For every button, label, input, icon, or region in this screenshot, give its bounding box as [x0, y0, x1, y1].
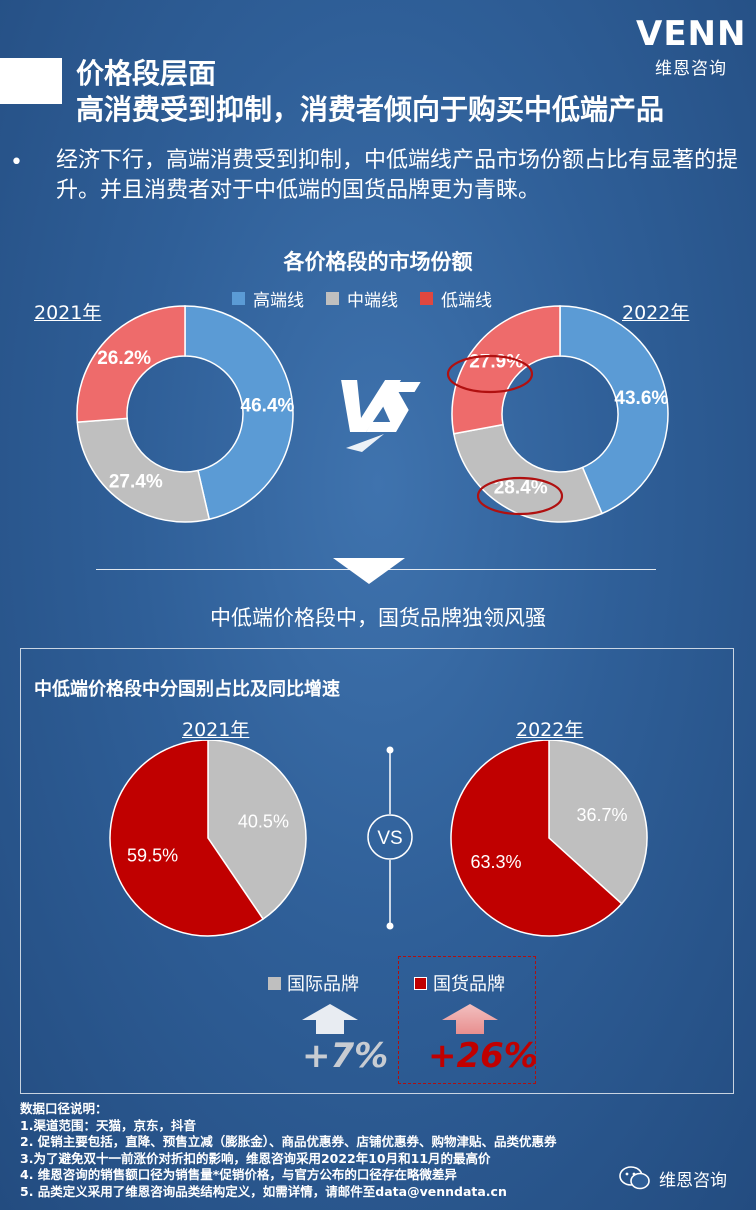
pie-charts-svg: 40.5% 59.5% 36.7% 63.3% VS [109, 740, 648, 937]
pie-year-2021: 2021年 [182, 719, 250, 741]
slice-3-1 [450, 740, 623, 937]
legend-swatch-low [420, 292, 433, 305]
divider-arrow-icon [333, 558, 405, 584]
pie-chart-2021: 40.5% 59.5% [109, 740, 307, 937]
vs-emblem: VS [341, 380, 421, 452]
slice-label-1-0: 43.6% [614, 388, 668, 409]
slice-label-2-1: 59.5% [127, 845, 178, 865]
bullet-marker: • [10, 150, 23, 175]
slice-label-2-0: 40.5% [238, 811, 289, 831]
legend-item-low: 低端线 [420, 286, 492, 311]
slice-1-2 [451, 305, 561, 435]
donut-legend: 高端线 中端线 低端线 [232, 286, 492, 311]
wechat-icon [619, 1166, 650, 1190]
donut-year-2021: 2021年 [34, 302, 102, 324]
brand-origin-panel [20, 648, 734, 1094]
donut-section-title: 各价格段的市场份额 [283, 250, 473, 274]
notes-heading: 数据口径说明： [20, 1101, 108, 1116]
logo-subtitle: 维恩咨询 [655, 59, 727, 79]
slice-3-0 [548, 740, 648, 905]
donut-year-2022: 2022年 [622, 302, 690, 324]
legend-item-high: 高端线 [232, 286, 304, 311]
highlight-ellipse-mid [476, 476, 564, 516]
growth-label-domestic: 国货品牌 [433, 974, 505, 995]
slice-0-1 [76, 417, 211, 523]
notes-line-5: 5. 品类定义采用了维恩咨询品类结构定义，如需详情，请邮件至data@vennd… [20, 1183, 507, 1199]
notes-line-2: 2. 促销主要包括，直降、预售立减（膨胀金）、商品优惠券、店铺优惠券、购物津贴、… [20, 1134, 557, 1149]
slice-label-1-1: 28.4% [494, 478, 548, 499]
legend-swatch-high [232, 292, 245, 305]
bullet-text: 经济下行，高端消费受到抑制，中低端线产品市场份额占比有显著的提升。并且消费者对于… [56, 148, 739, 203]
slice-0-2 [76, 305, 186, 423]
slice-1-1 [452, 423, 603, 523]
slice-label-3-0: 36.7% [576, 805, 627, 825]
wechat-label: 维恩咨询 [659, 1170, 727, 1191]
legend-label-high: 高端线 [253, 291, 304, 311]
slice-2-1 [109, 740, 265, 937]
slice-label-0-1: 27.4% [109, 471, 163, 492]
page-title-line1: 价格段层面 [76, 57, 217, 90]
panel-title: 中低端价格段中分国别占比及同比增速 [34, 679, 340, 700]
growth-value-domestic: +26% [428, 1036, 538, 1076]
growth-legend-intl: 国际品牌 [268, 970, 359, 996]
highlight-ellipse-low [446, 354, 534, 394]
notes-line-3: 3.为了避免双十一前涨价对折扣的影响，维恩咨询采用2022年10月和11月的最高… [20, 1150, 491, 1166]
donut-chart-2022: 43.6% 28.4% 27.9% [446, 305, 669, 523]
up-arrow-domestic-icon [442, 1004, 498, 1034]
donut-chart-2021: 46.4% 27.4% 26.2% [76, 305, 295, 523]
vs-circle [367, 814, 413, 860]
title-accent-block [0, 58, 62, 104]
venn-logo: VENN 维恩咨询 [636, 16, 746, 79]
slice-label-1-2: 27.9% [469, 352, 523, 373]
growth-legend-domestic: 国货品牌 [414, 970, 505, 996]
vs-connector-dot-top [386, 746, 394, 754]
slice-label-0-2: 26.2% [97, 348, 151, 369]
legend-label-mid: 中端线 [347, 291, 398, 311]
growth-swatch-domestic [414, 976, 427, 990]
slice-label-0-0: 46.4% [241, 395, 295, 416]
slice-0-0 [184, 305, 294, 521]
logo-mark: VENN [636, 14, 747, 54]
wechat-account: 维恩咨询 [619, 1165, 727, 1191]
pie-chart-2022: 36.7% 63.3% [450, 740, 648, 937]
slice-1-0 [559, 305, 669, 515]
growth-label-intl: 国际品牌 [287, 974, 359, 995]
up-arrow-intl-icon [302, 1004, 358, 1034]
slice-2-0 [207, 740, 307, 921]
pie-year-2022: 2022年 [516, 719, 584, 741]
growth-value-intl: +7% [302, 1036, 389, 1076]
vs-circle-text: VS [377, 828, 402, 849]
legend-swatch-mid [326, 292, 339, 305]
legend-label-low: 低端线 [441, 291, 492, 311]
domestic-highlight-box [398, 956, 536, 1084]
growth-swatch-intl [268, 976, 281, 990]
vs-connector-dot-bottom [386, 922, 394, 930]
slice-label-3-1: 63.3% [470, 852, 521, 872]
divider-subhead: 中低端价格段中，国货品牌独领风骚 [210, 606, 546, 630]
notes-line-4: 4. 维恩咨询的销售额口径为销售量*促销价格，与官方公布的口径存在略微差异 [20, 1167, 457, 1182]
legend-item-mid: 中端线 [326, 286, 398, 311]
page-title-line2: 高消费受到抑制，消费者倾向于购买中低端产品 [76, 93, 665, 126]
notes-line-1: 1.渠道范围：天猫，京东，抖音 [20, 1117, 196, 1133]
donut-charts-svg: 46.4% 27.4% 26.2% 43.6% 28.4% 27.9% VS [76, 305, 669, 523]
data-notes: 数据口径说明： 1.渠道范围：天猫，京东，抖音 2. 促销主要包括，直降、预售立… [20, 1101, 557, 1200]
